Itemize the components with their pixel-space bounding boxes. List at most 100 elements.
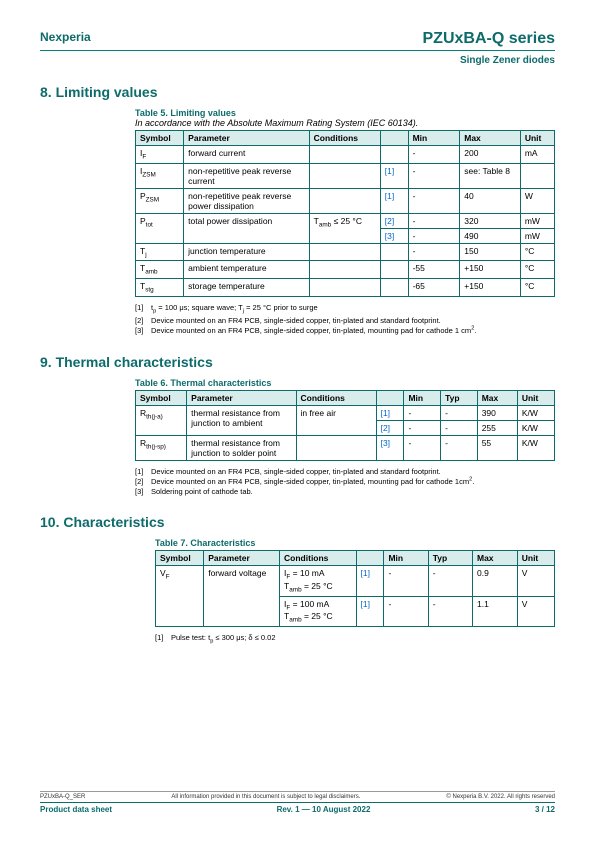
- th: Min: [384, 551, 428, 566]
- td: Tstg: [136, 279, 184, 297]
- td: [309, 243, 380, 261]
- ref-link[interactable]: [2]: [376, 420, 404, 435]
- doc-id: PZUxBA-Q_SER: [40, 794, 85, 800]
- ref-link[interactable]: [1]: [380, 163, 408, 188]
- td: IF: [136, 146, 184, 164]
- td: [296, 435, 376, 460]
- td: V: [517, 566, 554, 596]
- td: thermal resistance from junction to ambi…: [187, 405, 296, 435]
- ref-link[interactable]: [1]: [380, 188, 408, 213]
- td: -: [404, 435, 441, 460]
- table7-caption: Table 7. Characteristics: [155, 538, 555, 548]
- th: Unit: [520, 131, 554, 146]
- td: VF: [156, 566, 204, 627]
- disclaimer: All information provided in this documen…: [171, 794, 360, 800]
- td: Tj: [136, 243, 184, 261]
- th: Parameter: [204, 551, 280, 566]
- td: see: Table 8: [460, 163, 521, 188]
- td: [520, 163, 554, 188]
- ref-link[interactable]: [2]: [380, 213, 408, 228]
- td: 40: [460, 188, 521, 213]
- td: 390: [477, 405, 517, 420]
- td: -: [441, 420, 478, 435]
- td: mW: [520, 213, 554, 228]
- td: forward current: [184, 146, 309, 164]
- brand-name: Nexperia: [40, 30, 91, 44]
- page-header: Nexperia PZUxBA-Q series: [40, 30, 555, 51]
- td: mA: [520, 146, 554, 164]
- td: K/W: [517, 405, 554, 420]
- td: [309, 146, 380, 164]
- th: Symbol: [156, 551, 204, 566]
- table5: Symbol Parameter Conditions Min Max Unit…: [135, 130, 555, 297]
- td: in free air: [296, 405, 376, 435]
- td: -: [408, 243, 460, 261]
- table7-notes: [1]Pulse test: tp ≤ 300 μs; δ ≤ 0.02: [155, 633, 555, 646]
- td: °C: [520, 261, 554, 279]
- td: IF = 100 mATamb = 25 °C: [280, 596, 357, 626]
- td: K/W: [517, 420, 554, 435]
- td: -: [384, 596, 428, 626]
- td: IZSM: [136, 163, 184, 188]
- td: 150: [460, 243, 521, 261]
- td: [380, 279, 408, 297]
- th: Min: [404, 390, 441, 405]
- th: Symbol: [136, 131, 184, 146]
- td: [309, 163, 380, 188]
- td: 0.9: [472, 566, 517, 596]
- td: +150: [460, 261, 521, 279]
- ref-link[interactable]: [1]: [376, 405, 404, 420]
- td: [380, 243, 408, 261]
- td: 490: [460, 228, 521, 243]
- td: mW: [520, 228, 554, 243]
- td: Tamb: [136, 261, 184, 279]
- product-subtitle: Single Zener diodes: [40, 55, 555, 66]
- td: 1.1: [472, 596, 517, 626]
- ref-link[interactable]: [1]: [356, 596, 384, 626]
- td: forward voltage: [204, 566, 280, 627]
- td: total power dissipation: [184, 213, 309, 243]
- ref-link[interactable]: [3]: [376, 435, 404, 460]
- td: -: [384, 566, 428, 596]
- td: -: [404, 420, 441, 435]
- note: Pulse test: tp ≤ 300 μs; δ ≤ 0.02: [171, 633, 276, 642]
- th: Typ: [441, 390, 478, 405]
- td: V: [517, 596, 554, 626]
- table6-caption: Table 6. Thermal characteristics: [135, 378, 555, 388]
- ref-link[interactable]: [1]: [356, 566, 384, 596]
- td: IF = 10 mATamb = 25 °C: [280, 566, 357, 596]
- page-footer: PZUxBA-Q_SER All information provided in…: [40, 791, 555, 814]
- td: junction temperature: [184, 243, 309, 261]
- td: [380, 261, 408, 279]
- th: Conditions: [296, 390, 376, 405]
- th: Max: [460, 131, 521, 146]
- td: -: [441, 405, 478, 420]
- td: Ptot: [136, 213, 184, 243]
- td: -: [408, 163, 460, 188]
- product-title: PZUxBA-Q series: [423, 30, 556, 48]
- th: Conditions: [309, 131, 380, 146]
- section-8-heading: 8. Limiting values: [40, 84, 555, 100]
- td: °C: [520, 279, 554, 297]
- td: -: [428, 566, 472, 596]
- td: thermal resistance from junction to sold…: [187, 435, 296, 460]
- td: -: [408, 188, 460, 213]
- table6: Symbol Parameter Conditions Min Typ Max …: [135, 390, 555, 461]
- td: [309, 188, 380, 213]
- td: non-repetitive peak reverse current: [184, 163, 309, 188]
- td: [309, 279, 380, 297]
- td: ambient temperature: [184, 261, 309, 279]
- note: Soldering point of cathode tab.: [151, 487, 253, 496]
- td: 255: [477, 420, 517, 435]
- td: °C: [520, 243, 554, 261]
- td: -65: [408, 279, 460, 297]
- td: -: [408, 146, 460, 164]
- th: Max: [472, 551, 517, 566]
- table5-caption: Table 5. Limiting values: [135, 108, 555, 118]
- td: Rth(j-a): [136, 405, 187, 435]
- th: Max: [477, 390, 517, 405]
- td: K/W: [517, 435, 554, 460]
- ref-link[interactable]: [3]: [380, 228, 408, 243]
- th: Symbol: [136, 390, 187, 405]
- td: PZSM: [136, 188, 184, 213]
